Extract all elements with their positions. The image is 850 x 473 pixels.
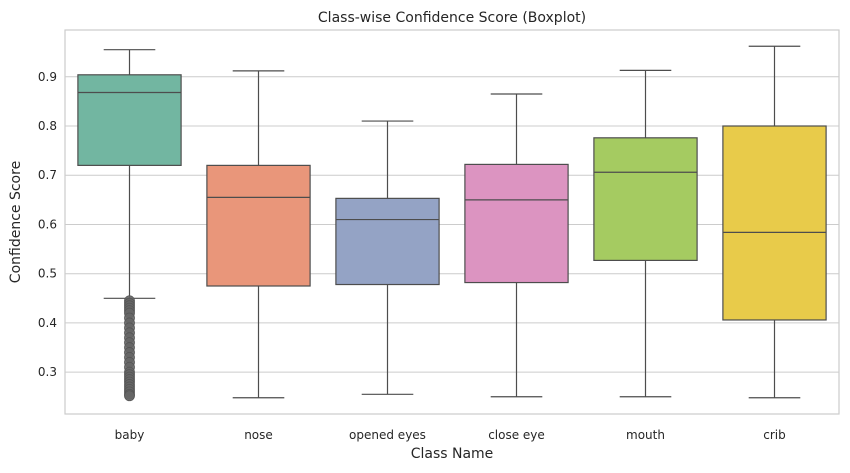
x-tick-label: close eye [488,428,545,442]
box-group-opened-eyes [335,120,440,395]
x-tick-label: baby [115,428,145,442]
x-tick-label: opened eyes [349,428,426,442]
y-tick-label: 0.3 [38,365,57,379]
x-tick-label: nose [244,428,273,442]
y-tick-label: 0.8 [38,119,57,133]
chart-title: Class-wise Confidence Score (Boxplot) [318,10,586,26]
outlier-point [124,390,135,402]
box-layer [77,45,827,402]
plot-frame [64,29,840,415]
box-group-crib [722,45,827,399]
y-tick-label: 0.9 [38,70,57,84]
y-tick-label: 0.6 [38,217,57,231]
x-tick-labels: baby nose opened eyes close eye mouth crib [115,428,786,442]
box [722,125,827,321]
box [335,197,440,286]
box-group-baby [77,49,182,402]
x-axis-label: Class Name [411,446,494,462]
box-group-nose [206,70,311,399]
y-tick-label: 0.5 [38,267,57,281]
y-axis-label: Confidence Score [8,161,24,283]
x-tick-label: crib [763,428,785,442]
box [206,164,311,287]
box [464,163,569,284]
box-group-close-eye [464,93,569,398]
y-tick-labels: 0.3 0.4 0.5 0.6 0.7 0.8 0.9 [38,70,57,379]
x-tick-label: mouth [626,428,665,442]
y-tick-label: 0.7 [38,168,57,182]
box [593,137,698,262]
box-group-mouth [593,69,698,398]
box [77,74,182,166]
y-tick-label: 0.4 [38,316,57,330]
grid-layer [65,76,839,373]
